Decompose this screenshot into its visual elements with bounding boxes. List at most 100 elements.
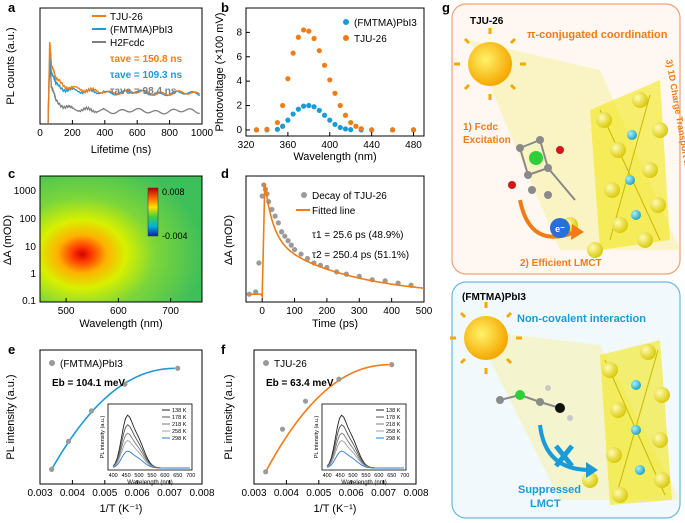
x-tick-label-c: 600	[110, 306, 127, 317]
axes-frame-d	[245, 175, 425, 303]
data-point-f-series	[389, 362, 395, 368]
x-ticks-e: 0.003 0.004 0.005 0.006 0.007 0.008	[27, 480, 215, 499]
electron-label: e⁻	[555, 224, 565, 234]
data-point-decay	[272, 213, 278, 219]
panel-label-a: a	[8, 0, 16, 15]
x-axis-label-a: Lifetime (ns)	[91, 144, 152, 156]
x-axis-label-f: 1/T (K⁻¹)	[314, 503, 357, 515]
data-point-TJU-26	[280, 102, 286, 109]
inset-x-label: Wavelength (nm)	[127, 480, 172, 486]
x-tick-label-c: 500	[58, 306, 75, 317]
y-tick-10-c: 10	[25, 242, 37, 253]
data-point-e-series	[49, 466, 55, 472]
inset-legend-label: 298 K	[172, 436, 187, 442]
panel-label-f: f	[221, 342, 226, 357]
lmct-label: LMCT	[530, 498, 561, 510]
data-point-(FMTMA)PbI3	[285, 117, 291, 123]
x-ticks-b: 320 360 400 440 480	[238, 132, 422, 151]
data-point-decay	[304, 255, 311, 262]
colorbar-min-c: -0.004	[162, 231, 188, 241]
suppressed-label: Suppressed	[518, 484, 581, 496]
data-point-TJU-26	[337, 102, 343, 109]
y-ticks-b: 0 2 4 6 8	[236, 27, 250, 136]
lmct-arrowhead-bottom	[586, 462, 598, 478]
y-tick-100-c: 100	[19, 214, 36, 225]
inset-x-tick: 550	[147, 473, 156, 479]
x-tick-label-d: 200	[319, 306, 336, 317]
data-point-(FMTMA)PbI3	[311, 104, 317, 110]
data-point-decay	[279, 229, 285, 235]
tju26-title: TJU-26	[470, 16, 504, 27]
lmct-arrowhead-top	[571, 224, 584, 240]
y-axis-label-a: PL counts (a.u.)	[5, 27, 17, 104]
inset-x-tick: 500	[348, 473, 357, 479]
x-ticks-f: 0.003 0.004 0.005 0.006 0.007 0.008	[241, 480, 429, 499]
legend-marker-f	[263, 360, 269, 366]
tau2-label-d: τ2 = 250.4 ps (51.1%)	[312, 250, 409, 261]
panel-f: f 0.003 0.004 0.005 0.006 0.007 0.008 1/T (K⁻…	[221, 342, 429, 515]
panel-label-d: d	[221, 166, 229, 181]
inset-legend-label: 218 K	[172, 422, 187, 428]
data-point-decay	[269, 206, 275, 213]
inset-x-tick: 650	[387, 473, 396, 479]
y-axis-label-d: ΔA (mOD)	[223, 215, 235, 265]
x-tick-label-f-series: 0.005	[306, 488, 331, 499]
axes-frame-a	[39, 7, 203, 125]
tau1-label-d: τ1 = 25.6 ps (48.9%)	[312, 230, 404, 241]
inset-x-tick: 400	[323, 473, 332, 479]
data-point-TJU-26	[253, 127, 260, 133]
x-axis-label-c: Wavelength (nm)	[79, 318, 162, 330]
panel-label-e: e	[8, 342, 15, 357]
y-axis-label-b: Photovoltage (×100 mV)	[214, 13, 226, 132]
data-point-f-series	[279, 426, 286, 432]
x-tick-label-e-series: 0.004	[60, 488, 85, 499]
x-ticks-d: 0 100 200 300 400 500	[259, 298, 433, 317]
fit-line-d	[249, 183, 425, 300]
eb-label-e: Eb = 104.1 meV	[52, 378, 125, 389]
y-tick-0.1-c: 0.1	[22, 296, 36, 307]
pi-conjugated-caption: π-conjugated coordination	[527, 29, 668, 41]
data-point-e-series	[88, 408, 95, 414]
data-point-e-series	[65, 438, 72, 444]
inset-legend-label: 298 K	[386, 436, 401, 442]
x-tick-label-d: 500	[416, 306, 433, 317]
heatmap-surface-c	[39, 175, 203, 303]
data-point-TJU-26	[295, 34, 301, 40]
y-axis-label-f: PL intensity (a.u.)	[223, 374, 235, 459]
data-point-TJU-26	[264, 126, 270, 132]
data-point-TJU-26	[327, 77, 333, 83]
inset-x-label: Wavelength (nm)	[341, 480, 386, 486]
data-point-e-series	[122, 381, 128, 387]
x-ticks-a: 0 200 400 600 800 1000	[37, 120, 214, 139]
data-point-f-series	[336, 376, 342, 382]
x-axis-label-b: Wavelength (nm)	[293, 151, 376, 163]
data-point-decay	[298, 251, 304, 257]
inset-curve-298 K	[112, 450, 190, 469]
y-tick-1-c: 1	[30, 269, 36, 280]
data-point-f-series	[263, 469, 269, 475]
data-point-TJU-26	[410, 127, 417, 133]
x-tick-label-b: 320	[238, 140, 255, 151]
data-point-decay	[282, 233, 288, 239]
tau-label-fmtma: τave = 109.3 ns	[110, 70, 182, 81]
data-point-(FMTMA)PbI3	[274, 126, 281, 132]
legend-fmtma-b: (FMTMA)PbI3	[354, 18, 417, 29]
data-point-TJU-26	[369, 127, 375, 133]
inset-legend-label: 138 K	[386, 408, 401, 414]
x-tick-label-f-series: 0.003	[241, 488, 266, 499]
inset-x-tick: 400	[109, 473, 118, 479]
panel-label-b: b	[221, 0, 229, 15]
x-tick-label-d: 400	[383, 306, 400, 317]
x-tick-label-e-series: 0.008	[189, 488, 214, 499]
inset-x-tick: 650	[173, 473, 182, 479]
data-point-TJU-26	[358, 126, 364, 132]
step2-label: 2) Efficient LMCT	[520, 258, 602, 269]
legend-fmtma-e: (FMTMA)PbI3	[60, 359, 123, 370]
inset-y-label: PL intensity (a.u.)	[100, 416, 106, 459]
pbi3-chain-bottom	[582, 340, 672, 505]
x-axis-label-d: Time (ps)	[312, 318, 358, 330]
data-point-(FMTMA)PbI3	[306, 102, 312, 109]
